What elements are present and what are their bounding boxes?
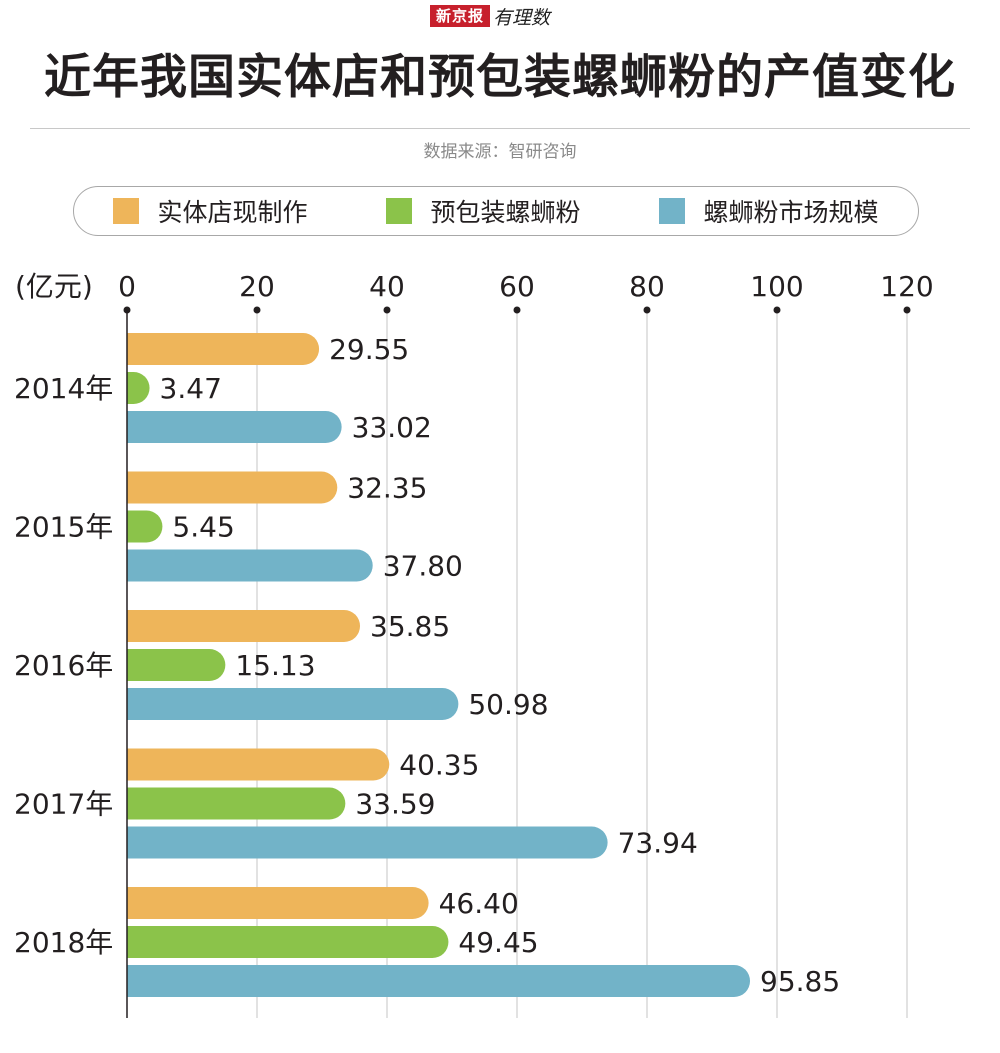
x-tick-label: 40 bbox=[369, 270, 405, 303]
x-tick-label: 20 bbox=[239, 270, 275, 303]
bar-store bbox=[127, 333, 320, 365]
bar-market bbox=[127, 411, 342, 443]
data-label-market: 37.80 bbox=[383, 550, 463, 583]
data-label-market: 50.98 bbox=[468, 688, 548, 721]
x-tick-label: 100 bbox=[750, 270, 803, 303]
category-label: 2014年 bbox=[14, 372, 113, 405]
data-label-market: 73.94 bbox=[618, 827, 698, 860]
chart-title: 近年我国实体店和预包装螺蛳粉的产值变化 bbox=[44, 50, 956, 105]
data-label-market: 33.02 bbox=[352, 411, 432, 444]
bar-packaged bbox=[127, 787, 346, 820]
legend-label-packaged: 预包装螺蛳粉 bbox=[430, 198, 581, 227]
data-label-packaged: 3.47 bbox=[160, 372, 222, 405]
legend-swatch-market bbox=[659, 198, 686, 224]
data-label-store: 32.35 bbox=[347, 472, 427, 505]
data-label-store: 29.55 bbox=[329, 333, 409, 366]
data-label-packaged: 49.45 bbox=[458, 926, 538, 959]
bar-packaged bbox=[127, 649, 226, 681]
brand-name: 新京报 bbox=[430, 5, 491, 27]
x-tick-label: 120 bbox=[880, 270, 933, 303]
category-label: 2017年 bbox=[14, 788, 113, 821]
bar-store bbox=[127, 471, 338, 504]
data-label-packaged: 5.45 bbox=[172, 511, 234, 544]
data-label-packaged: 15.13 bbox=[235, 649, 315, 682]
x-tick-label: 80 bbox=[629, 270, 665, 303]
axis-unit-label: (亿元) bbox=[15, 270, 93, 303]
bar-packaged bbox=[127, 926, 449, 958]
bar-market bbox=[127, 549, 373, 582]
tick-dot bbox=[643, 306, 651, 314]
brand-logo: 新京报 有理数 bbox=[430, 5, 551, 29]
category-label: 2016年 bbox=[14, 649, 113, 682]
tick-dot bbox=[773, 306, 781, 314]
bar-store bbox=[127, 748, 390, 781]
data-label-store: 35.85 bbox=[370, 610, 450, 643]
data-label-market: 95.85 bbox=[760, 965, 840, 998]
bar-market bbox=[127, 688, 459, 720]
legend-swatch-packaged bbox=[386, 198, 413, 224]
legend-swatch-store bbox=[113, 198, 140, 224]
tick-dot bbox=[903, 306, 911, 314]
title-divider bbox=[30, 128, 970, 129]
legend-label-store: 实体店现制作 bbox=[157, 198, 308, 227]
tick-dot bbox=[253, 306, 261, 314]
tick-dot bbox=[513, 306, 521, 314]
data-label-store: 46.40 bbox=[439, 887, 519, 920]
x-tick-label: 60 bbox=[499, 270, 535, 303]
bar-packaged bbox=[127, 372, 150, 404]
tick-dot bbox=[383, 306, 391, 314]
bar-market bbox=[127, 826, 608, 859]
legend-label-market: 螺蛳粉市场规模 bbox=[703, 198, 879, 227]
category-label: 2015年 bbox=[14, 511, 113, 544]
x-tick-label: 0 bbox=[118, 270, 136, 303]
data-label-store: 40.35 bbox=[399, 749, 479, 782]
legend-item-store: 实体店现制作 bbox=[113, 193, 308, 229]
bar-store bbox=[127, 610, 361, 642]
legend-item-packaged: 预包装螺蛳粉 bbox=[386, 193, 581, 229]
data-label-packaged: 33.59 bbox=[355, 788, 435, 821]
category-label: 2018年 bbox=[14, 926, 113, 959]
bar-store bbox=[127, 887, 429, 919]
brand-column-name: 有理数 bbox=[493, 6, 551, 29]
bar-market bbox=[127, 965, 751, 997]
legend-item-market: 螺蛳粉市场规模 bbox=[659, 193, 879, 229]
data-source: 数据来源：智研咨询 bbox=[423, 142, 577, 162]
chart-legend: 实体店现制作 预包装螺蛳粉 螺蛳粉市场规模 bbox=[73, 186, 919, 236]
bar-packaged bbox=[127, 510, 163, 543]
